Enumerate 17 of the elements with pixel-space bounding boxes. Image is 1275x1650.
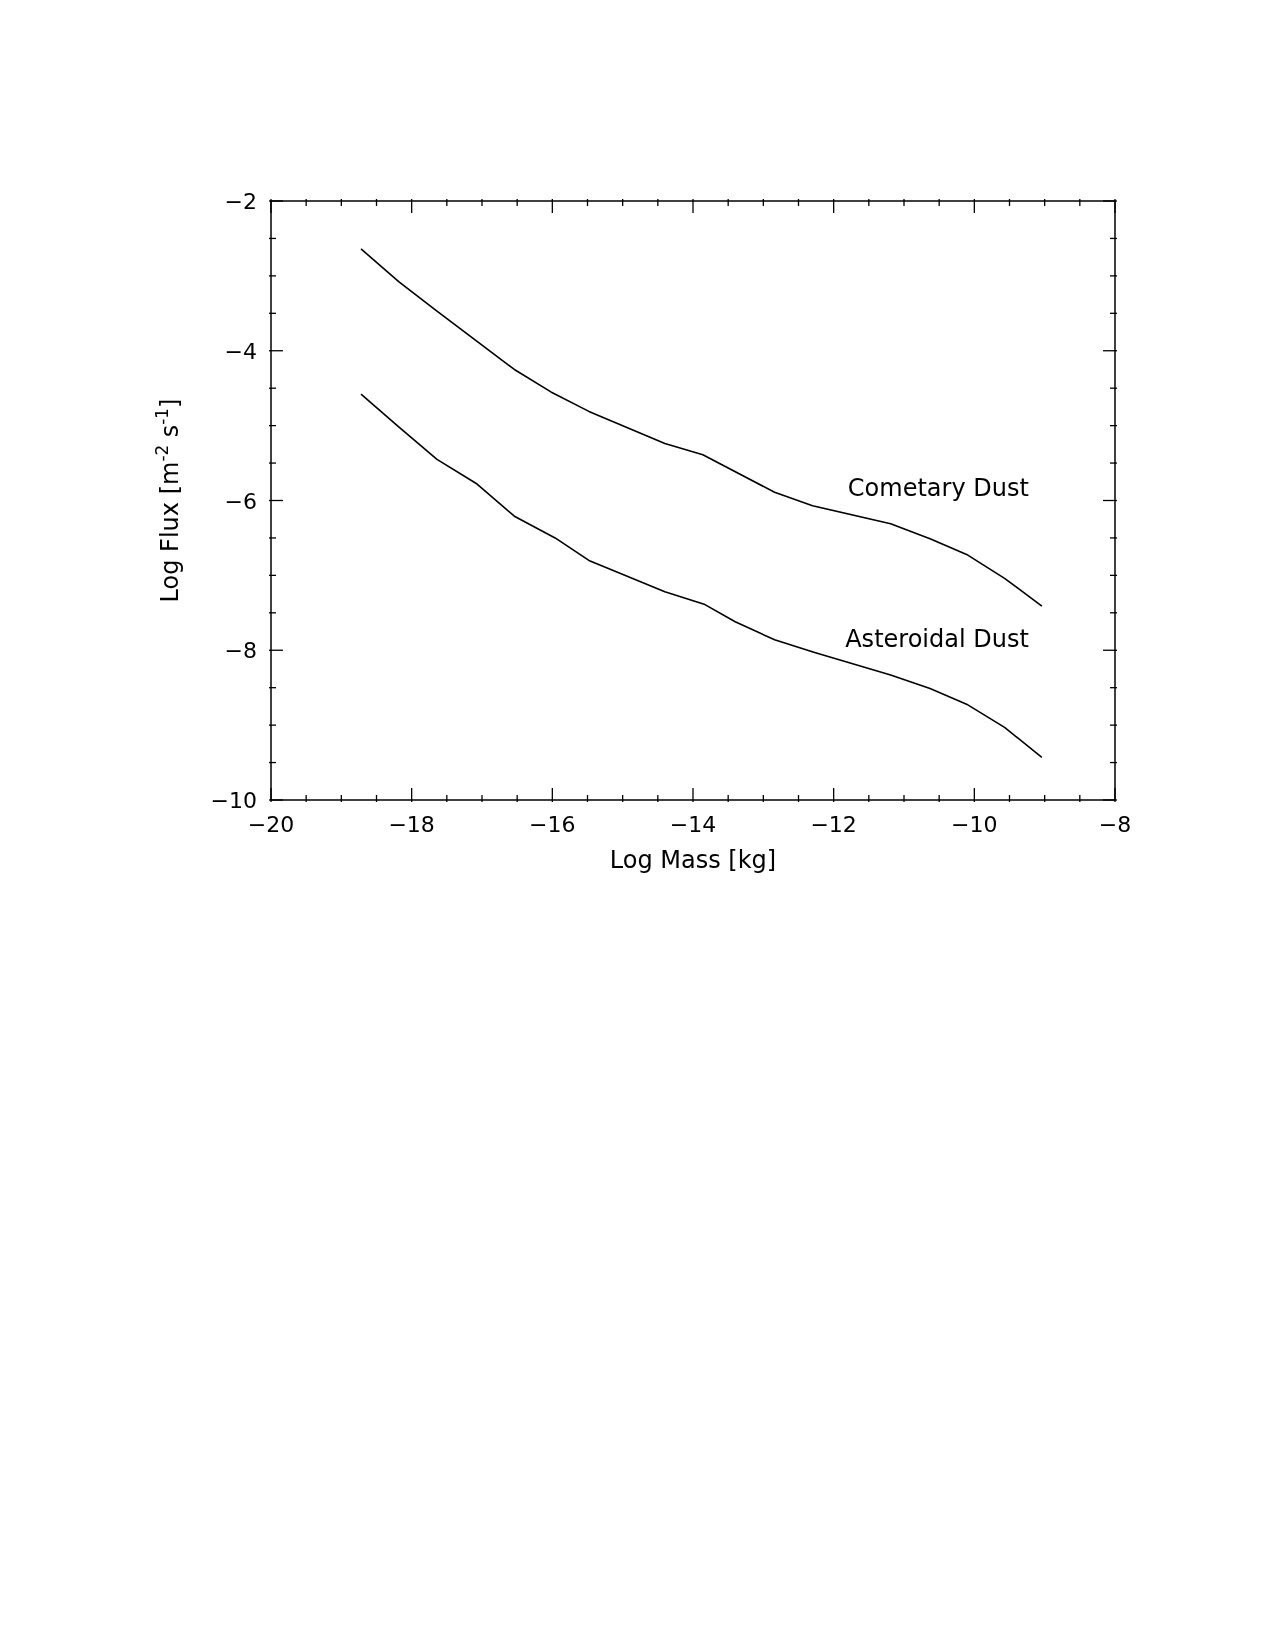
y-tick-label: −2 [224, 189, 257, 214]
line-series [360, 248, 1043, 607]
y-tick-label: −6 [224, 488, 257, 514]
x-tick-label: −14 [669, 812, 717, 837]
x-tick-label: −12 [810, 812, 857, 837]
x-tick-label: −10 [951, 812, 998, 837]
series-label: Asteroidal Dust [845, 625, 1029, 654]
x-tick-label: −20 [247, 812, 295, 837]
y-tick-label: −4 [224, 338, 257, 364]
line-series [360, 393, 1043, 759]
x-tick-label: −8 [1098, 812, 1132, 837]
y-tick-label: −8 [224, 638, 257, 664]
x-axis-title: Log Mass [kg] [609, 846, 777, 874]
x-tick-label: −18 [388, 812, 435, 837]
x-tick-label: −16 [529, 812, 576, 837]
y-tick-label: −10 [210, 788, 257, 813]
series-label: Cometary Dust [847, 474, 1029, 503]
